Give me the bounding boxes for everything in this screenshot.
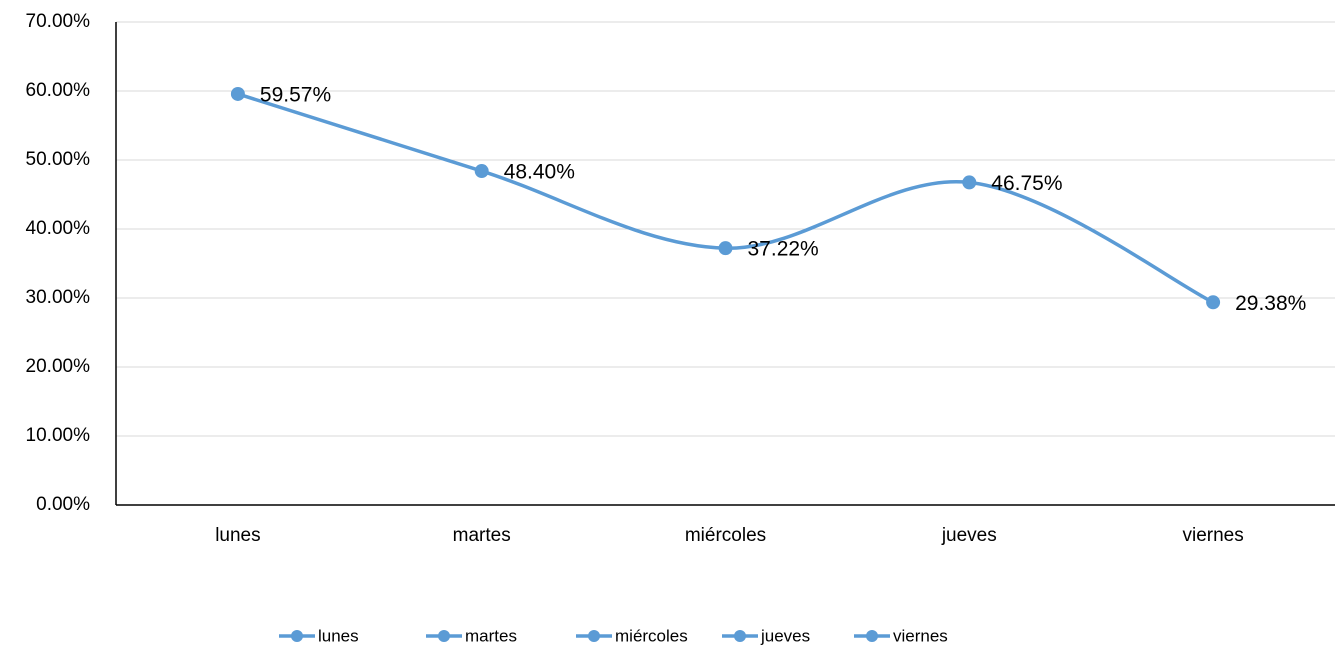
x-tick-label: viernes bbox=[1182, 525, 1243, 546]
y-tick-label: 70.00% bbox=[26, 11, 91, 32]
y-tick-label: 50.00% bbox=[26, 149, 91, 170]
data-label: 46.75% bbox=[991, 172, 1062, 195]
y-tick-label: 40.00% bbox=[26, 218, 91, 239]
marker bbox=[718, 241, 733, 256]
y-tick-label: 20.00% bbox=[26, 356, 91, 377]
x-tick-label: jueves bbox=[941, 525, 997, 546]
legend-marker bbox=[291, 630, 303, 642]
data-label: 59.57% bbox=[260, 84, 331, 107]
data-label: 37.22% bbox=[748, 238, 819, 261]
legend-label: miércoles bbox=[615, 626, 688, 645]
y-tick-label: 60.00% bbox=[26, 80, 91, 101]
legend-label: viernes bbox=[893, 626, 948, 645]
legend-marker bbox=[734, 630, 746, 642]
marker bbox=[1206, 295, 1221, 310]
data-label: 29.38% bbox=[1235, 292, 1306, 315]
legend-marker bbox=[438, 630, 450, 642]
legend-marker bbox=[588, 630, 600, 642]
y-tick-label: 10.00% bbox=[26, 425, 91, 446]
data-label: 48.40% bbox=[504, 161, 575, 184]
y-tick-label: 0.00% bbox=[36, 494, 90, 515]
legend-label: lunes bbox=[318, 626, 359, 645]
x-tick-label: lunes bbox=[215, 525, 260, 546]
marker bbox=[962, 175, 977, 190]
marker bbox=[230, 86, 245, 101]
x-tick-label: martes bbox=[453, 525, 511, 546]
y-tick-label: 30.00% bbox=[26, 287, 91, 308]
x-tick-label: miércoles bbox=[685, 525, 766, 546]
legend-marker bbox=[866, 630, 878, 642]
line bbox=[237, 92, 1214, 304]
marker bbox=[474, 164, 489, 179]
legend-label: jueves bbox=[760, 626, 810, 645]
legend-label: martes bbox=[465, 626, 517, 645]
